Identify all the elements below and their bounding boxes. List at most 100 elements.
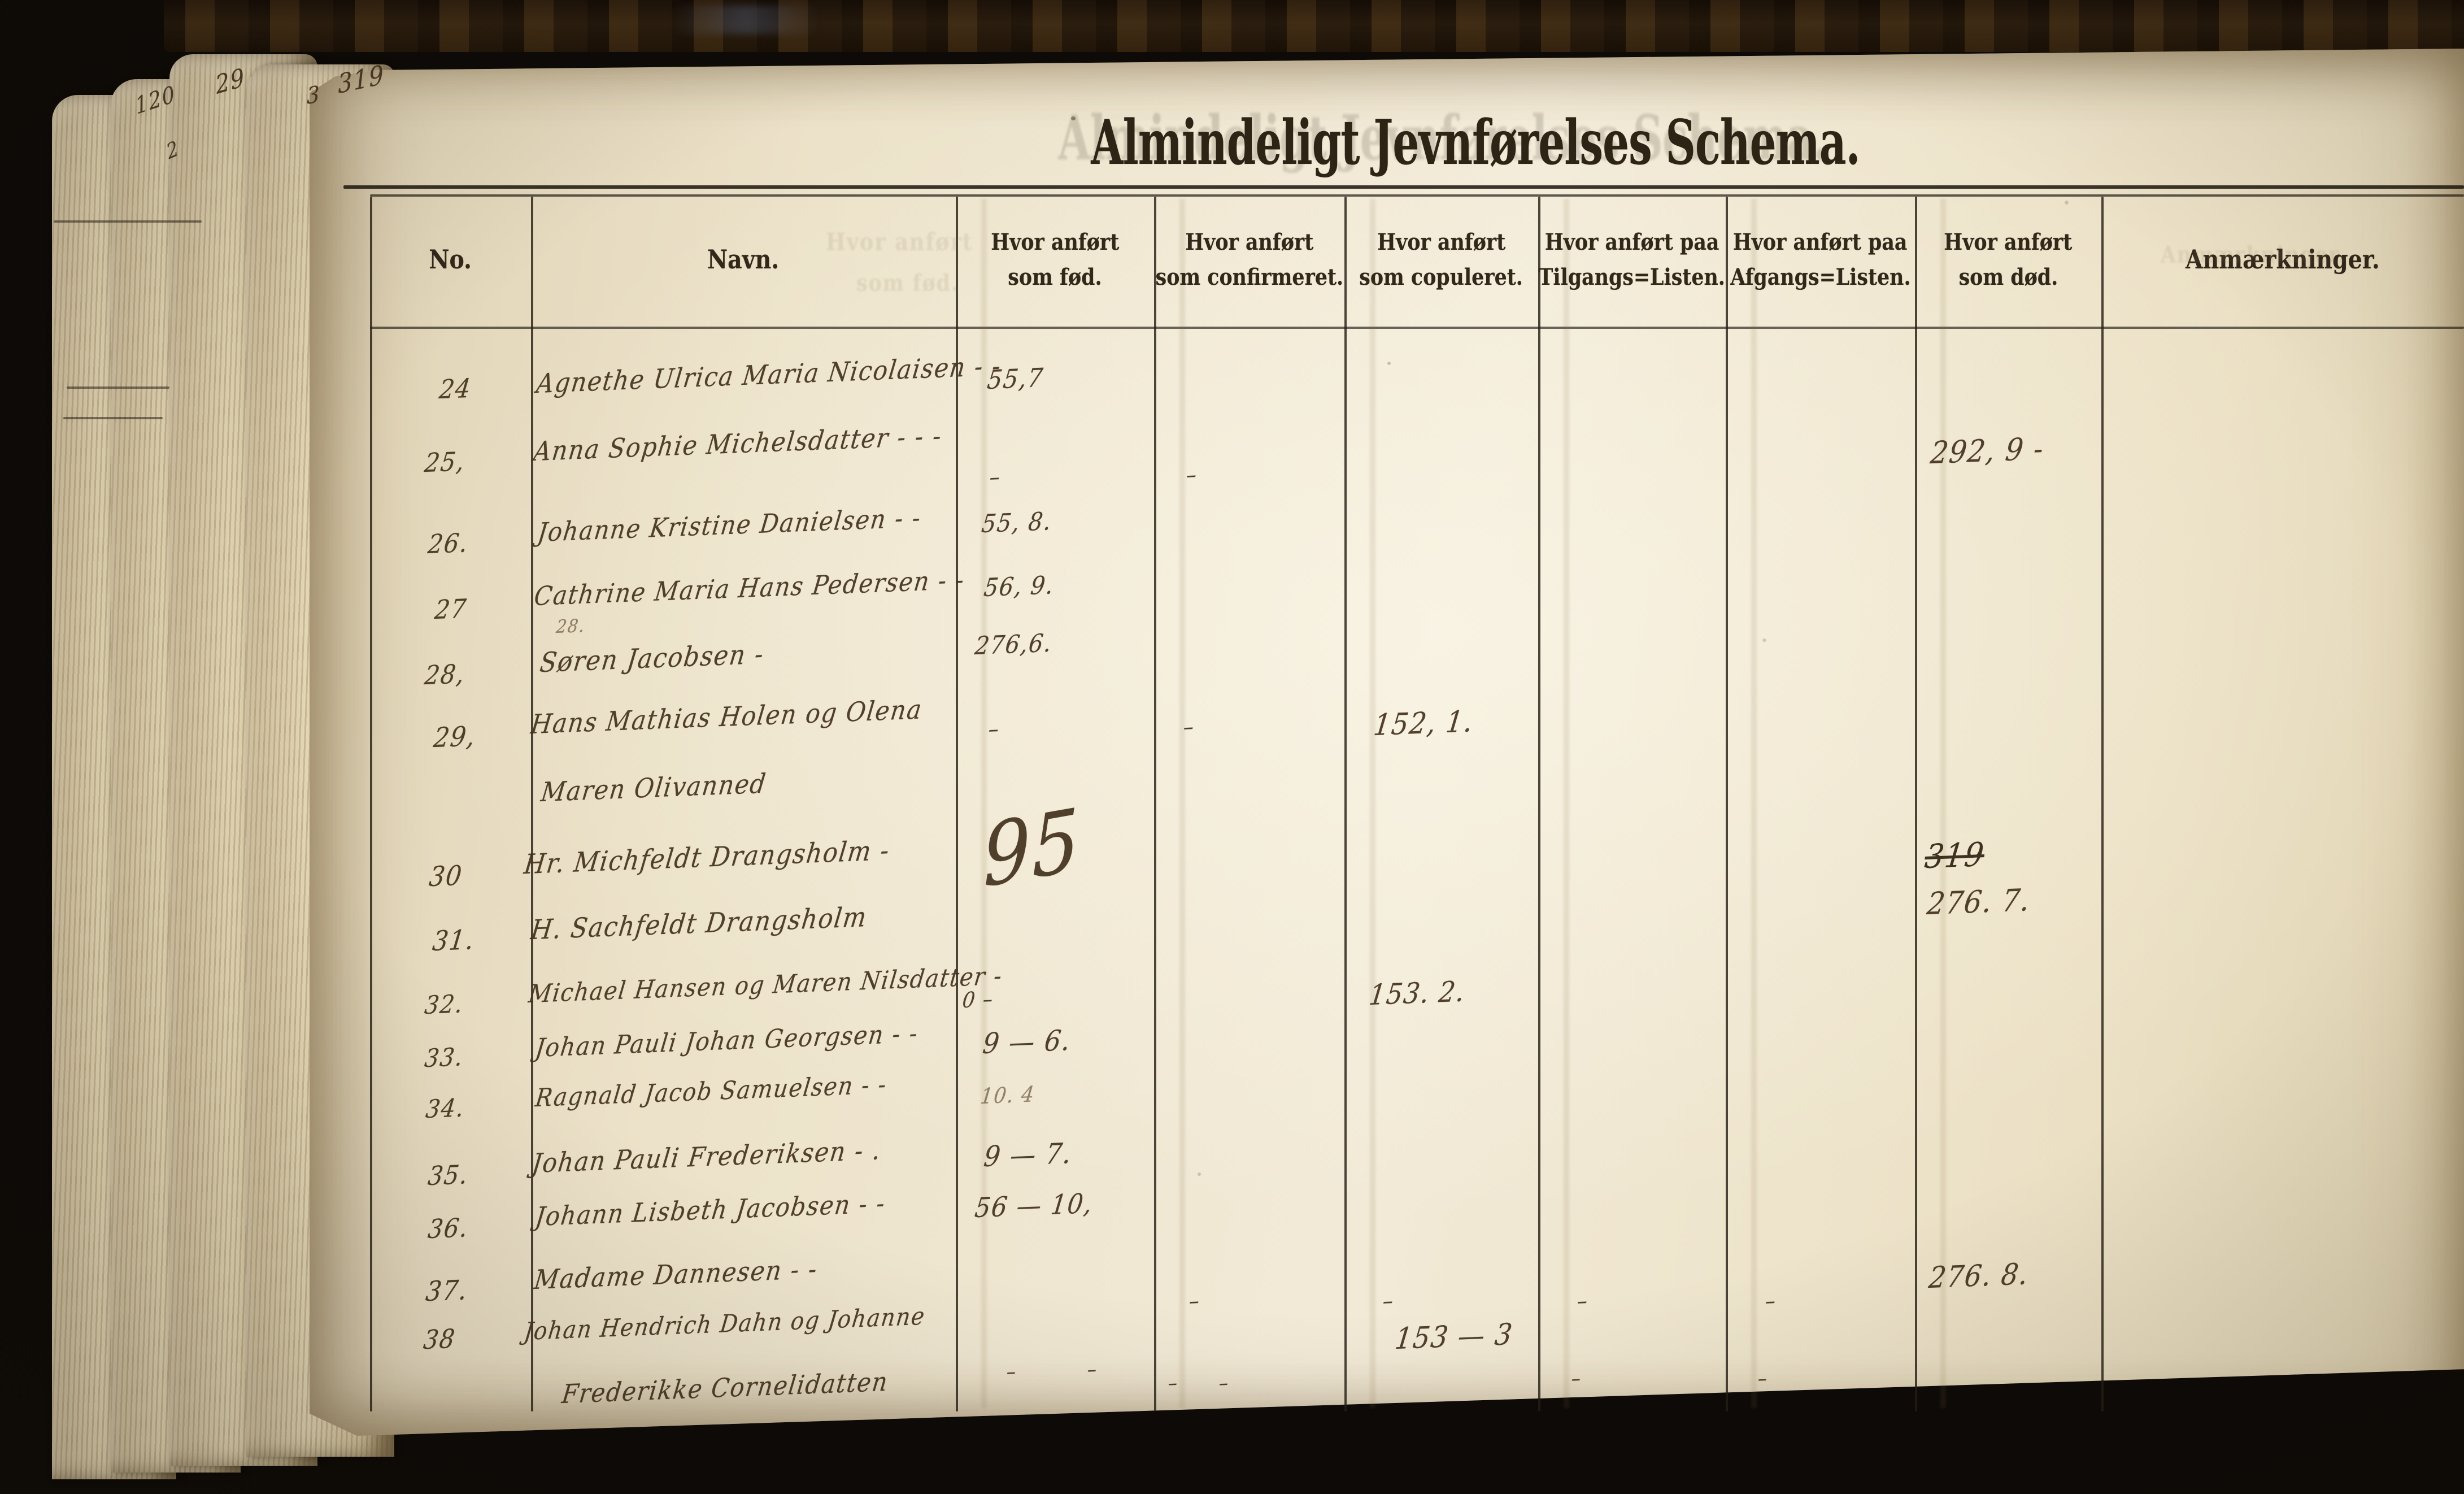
row-number: 26.: [426, 527, 471, 560]
paper-crease: [1751, 199, 1757, 1408]
row-number: 30: [427, 859, 464, 893]
ink-speck: [1071, 116, 1076, 120]
stub-page-number: 3: [306, 81, 321, 110]
cell-value-copuleret: 153 — 3: [1393, 1317, 1515, 1357]
cell-value-confirmeret: –: [1185, 462, 1199, 489]
column-divider: [531, 197, 533, 1412]
cell-value-fod: 56 — 10,: [973, 1187, 1095, 1224]
cell-value-fod: 95: [982, 790, 1082, 907]
stray-number: 28.: [555, 614, 587, 638]
name-entry: H. Sachfeldt Drangsholm: [529, 901, 869, 946]
row-number: 35.: [426, 1159, 471, 1192]
column-header-navn: Navn.: [531, 201, 956, 318]
page-title: Almindeligt Jevnførelses Schema.: [1091, 106, 1860, 179]
column-header-confirmeret: Hvor anført som confirmeret.: [1154, 201, 1344, 318]
cell-value-fod: –: [1005, 1360, 1018, 1384]
name-entry: Maren Olivanned: [539, 768, 768, 809]
column-header-fod: Hvor anført som fød.: [956, 201, 1154, 318]
cell-value-dod: 276. 8.: [1927, 1257, 2031, 1296]
name-entry: Agnethe Ulrica Maria Nicolaisen - -: [534, 350, 1003, 400]
header-label: Hvor anført: [1377, 228, 1506, 255]
row-number: 34.: [424, 1093, 467, 1124]
header-label: Navn.: [707, 244, 780, 275]
column-header-dod: Hvor anført som død.: [1915, 201, 2101, 318]
table-top-rule-second: [370, 194, 2464, 197]
cell-value-copuleret: 152, 1.: [1372, 705, 1475, 743]
stub-page-number: 2: [164, 136, 182, 164]
column-header-afgangs: Hvor anført paa Afgangs=Listen.: [1726, 201, 1915, 318]
row-number: 28,: [423, 658, 467, 691]
name-entry: Anna Sophie Michelsdatter - - -: [532, 420, 944, 468]
row-number: 38: [421, 1323, 458, 1356]
header-label: Hvor anført: [1944, 228, 2073, 255]
cell-value-tilgangs: –: [1575, 1288, 1590, 1315]
cell-value-confirmeret: –: [1182, 714, 1196, 741]
stub-rule-line: [67, 386, 169, 389]
row-number: 29,: [432, 720, 478, 754]
ink-speck: [1387, 362, 1391, 365]
cell-value-fod: –: [988, 464, 1003, 491]
cell-value-copuleret: –: [1381, 1288, 1396, 1315]
name-entry: Michael Hansen og Maren Nilsdatter -: [526, 961, 1004, 1009]
cell-value-afgangs: –: [1764, 1288, 1778, 1315]
stub-page-number: 29: [214, 62, 247, 101]
cell-value-afgangs: –: [1756, 1367, 1770, 1391]
cell-value-confirmeret: –: [1166, 1371, 1180, 1396]
header-label: Hvor anført: [1185, 228, 1314, 255]
column-header-tilgangs: Hvor anført paa Tilgangs=Listen.: [1538, 201, 1726, 318]
paper-crease: [1940, 199, 1946, 1408]
bleedthrough-text: Anmærkninger.: [2161, 241, 2347, 268]
cell-value-fod: 9 — 6.: [981, 1023, 1073, 1061]
header-label: som død.: [1958, 263, 2058, 290]
row-number: 33.: [423, 1043, 465, 1074]
header-label: No.: [429, 244, 472, 275]
name-entry: Johan Pauli Frederiksen - .: [530, 1135, 883, 1180]
header-label: Afgangs=Listen.: [1730, 263, 1911, 290]
header-label: Tilgangs=Listen.: [1538, 263, 1726, 290]
cell-value-confirmeret: –: [1187, 1288, 1202, 1315]
cell-value-dod: 292, 9 -: [1928, 431, 2047, 471]
ink-speck: [1198, 1172, 1201, 1176]
cell-value-copuleret: 153. 2.: [1367, 975, 1468, 1012]
column-divider: [370, 197, 372, 1412]
name-entry: Hans Mathias Holen og Olena: [529, 694, 924, 741]
column-divider: [1154, 197, 1156, 1412]
name-entry: Johanne Kristine Danielsen - -: [536, 502, 924, 548]
cell-value-tilgangs: –: [1570, 1367, 1583, 1391]
header-label: som confirmeret.: [1155, 263, 1343, 290]
row-number: 37.: [424, 1274, 470, 1308]
ink-speck: [2065, 201, 2069, 205]
name-entry: Søren Jacobsen -: [538, 638, 767, 679]
column-divider: [1344, 197, 1347, 1412]
stub-page-number: 120: [133, 81, 178, 120]
cell-value-fod: 0 –: [961, 986, 995, 1013]
page-title-block: Almindeligt Jevnførelses Schema. Alminde…: [995, 102, 1956, 178]
register-page: [310, 49, 2464, 1436]
column-divider: [1915, 197, 1917, 1412]
column-divider: [1538, 197, 1540, 1412]
header-label: Hvor anført paa: [1544, 228, 1719, 255]
row-number: 25,: [423, 446, 467, 479]
cell-value-fod: 56, 9.: [982, 571, 1056, 603]
header-label: som copuleret.: [1359, 263, 1523, 290]
name-entry: Ragnald Jacob Samuelsen - -: [533, 1070, 889, 1113]
bleedthrough-text: som fød.: [856, 269, 959, 297]
cell-value-dod: 319: [1922, 835, 1987, 876]
ink-speck: [1762, 639, 1766, 642]
column-header-copuleret: Hvor anført som copuleret.: [1344, 201, 1538, 318]
name-entry: Johan Pauli Johan Georgsen - -: [533, 1018, 920, 1063]
row-number: 27: [433, 593, 469, 626]
cell-value-fod: 10. 4: [979, 1082, 1037, 1109]
name-entry: Madame Dannesen - -: [532, 1253, 820, 1296]
column-divider: [2101, 197, 2104, 1412]
name-entry: Johann Lisbeth Jacobsen - -: [533, 1188, 887, 1232]
column-header-no: No.: [370, 201, 531, 318]
stub-rule-line: [54, 220, 202, 223]
row-number: 32.: [423, 989, 465, 1020]
book-binding: [164, 0, 2464, 52]
header-bottom-rule: [370, 327, 2464, 329]
paper-crease: [1179, 199, 1185, 1408]
paper-crease: [1370, 199, 1375, 1408]
cell-value-fod: –: [987, 716, 1002, 743]
stub-rule-line: [63, 417, 163, 419]
